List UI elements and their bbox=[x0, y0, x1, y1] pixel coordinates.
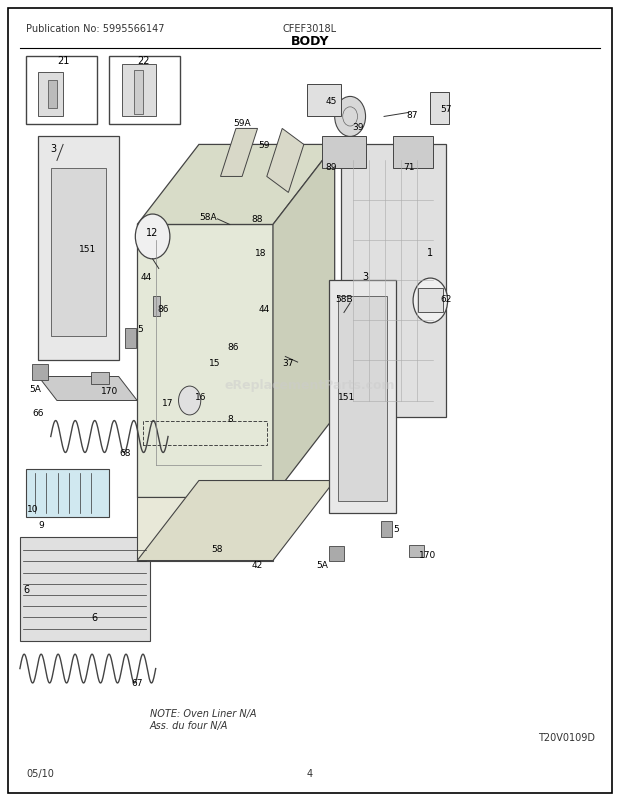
Bar bbox=[393, 137, 433, 169]
Text: 5A: 5A bbox=[316, 561, 328, 569]
Text: 58B: 58B bbox=[335, 294, 353, 303]
Polygon shape bbox=[329, 282, 396, 513]
Bar bbox=[125, 329, 136, 349]
Text: 9: 9 bbox=[38, 520, 45, 529]
Bar bbox=[32, 365, 48, 381]
Text: 21: 21 bbox=[57, 56, 69, 67]
Text: 89: 89 bbox=[326, 162, 337, 172]
Text: 4: 4 bbox=[307, 768, 313, 778]
Circle shape bbox=[413, 279, 448, 323]
Text: 86: 86 bbox=[157, 305, 169, 314]
Text: 68: 68 bbox=[119, 448, 131, 457]
Text: Publication No: 5995566147: Publication No: 5995566147 bbox=[26, 24, 164, 34]
Bar bbox=[307, 85, 341, 117]
Text: 151: 151 bbox=[339, 392, 356, 402]
Text: 15: 15 bbox=[208, 358, 220, 367]
Text: 71: 71 bbox=[403, 162, 415, 172]
Bar bbox=[381, 520, 392, 537]
Text: 10: 10 bbox=[27, 504, 38, 513]
Bar bbox=[338, 297, 387, 501]
Text: 45: 45 bbox=[326, 97, 337, 106]
Text: 151: 151 bbox=[79, 245, 97, 253]
Bar bbox=[26, 57, 97, 125]
Text: 44: 44 bbox=[258, 305, 269, 314]
Bar bbox=[26, 469, 109, 516]
Polygon shape bbox=[341, 145, 446, 417]
Text: 57: 57 bbox=[440, 105, 451, 114]
Bar bbox=[430, 93, 449, 125]
Text: 87: 87 bbox=[406, 111, 418, 119]
Text: T20V0109D: T20V0109D bbox=[538, 731, 595, 742]
Bar bbox=[409, 545, 424, 557]
Text: 44: 44 bbox=[141, 273, 152, 282]
Text: 8: 8 bbox=[227, 414, 232, 423]
Bar bbox=[322, 137, 366, 169]
Bar bbox=[134, 71, 143, 115]
Circle shape bbox=[335, 97, 366, 137]
Polygon shape bbox=[273, 145, 335, 497]
Text: 6: 6 bbox=[23, 584, 29, 593]
Bar bbox=[38, 73, 63, 117]
Bar bbox=[20, 537, 149, 641]
Text: 37: 37 bbox=[283, 358, 294, 367]
Text: 59A: 59A bbox=[233, 119, 251, 128]
Text: 170: 170 bbox=[418, 550, 436, 559]
Bar bbox=[51, 169, 106, 337]
Text: 88: 88 bbox=[252, 214, 264, 223]
Text: 67: 67 bbox=[131, 678, 143, 687]
Text: 42: 42 bbox=[252, 561, 263, 569]
Text: eReplacementParts.com: eReplacementParts.com bbox=[224, 379, 396, 391]
Text: 18: 18 bbox=[255, 249, 267, 257]
Text: 12: 12 bbox=[146, 228, 159, 238]
Text: 39: 39 bbox=[352, 123, 364, 132]
Text: 3: 3 bbox=[51, 144, 57, 154]
Text: 05/10: 05/10 bbox=[26, 768, 54, 778]
Bar bbox=[48, 81, 57, 109]
Text: CFEF3018L: CFEF3018L bbox=[283, 24, 337, 34]
Bar bbox=[329, 546, 344, 561]
Polygon shape bbox=[221, 129, 257, 177]
Text: BODY: BODY bbox=[291, 34, 329, 48]
Bar bbox=[418, 289, 443, 313]
Polygon shape bbox=[137, 145, 335, 225]
Text: NOTE: Oven Liner N/A: NOTE: Oven Liner N/A bbox=[149, 707, 256, 718]
Text: 16: 16 bbox=[195, 392, 206, 402]
Text: 5: 5 bbox=[394, 525, 399, 533]
Text: 170: 170 bbox=[101, 387, 118, 396]
Polygon shape bbox=[137, 225, 273, 497]
Text: 59: 59 bbox=[258, 141, 270, 150]
Polygon shape bbox=[137, 497, 273, 561]
Bar bbox=[91, 373, 109, 385]
Bar bbox=[122, 65, 156, 117]
Polygon shape bbox=[137, 481, 335, 561]
Text: 58A: 58A bbox=[200, 213, 217, 221]
Text: 17: 17 bbox=[162, 398, 174, 407]
Bar bbox=[153, 297, 160, 317]
Text: 58: 58 bbox=[211, 545, 223, 553]
Text: 66: 66 bbox=[33, 408, 44, 418]
Text: 5A: 5A bbox=[29, 384, 42, 394]
Text: 1: 1 bbox=[427, 248, 433, 258]
Polygon shape bbox=[267, 129, 304, 193]
Polygon shape bbox=[38, 377, 137, 401]
Text: 22: 22 bbox=[137, 56, 149, 67]
Circle shape bbox=[135, 215, 170, 260]
Text: 3: 3 bbox=[363, 272, 369, 282]
Text: 6: 6 bbox=[91, 612, 97, 622]
Text: 86: 86 bbox=[227, 342, 239, 351]
Text: Ass. du four N/A: Ass. du four N/A bbox=[149, 719, 228, 730]
Text: 62: 62 bbox=[440, 294, 451, 303]
Text: 5: 5 bbox=[138, 325, 143, 334]
Polygon shape bbox=[38, 137, 118, 361]
Bar bbox=[109, 57, 180, 125]
Circle shape bbox=[179, 387, 201, 415]
